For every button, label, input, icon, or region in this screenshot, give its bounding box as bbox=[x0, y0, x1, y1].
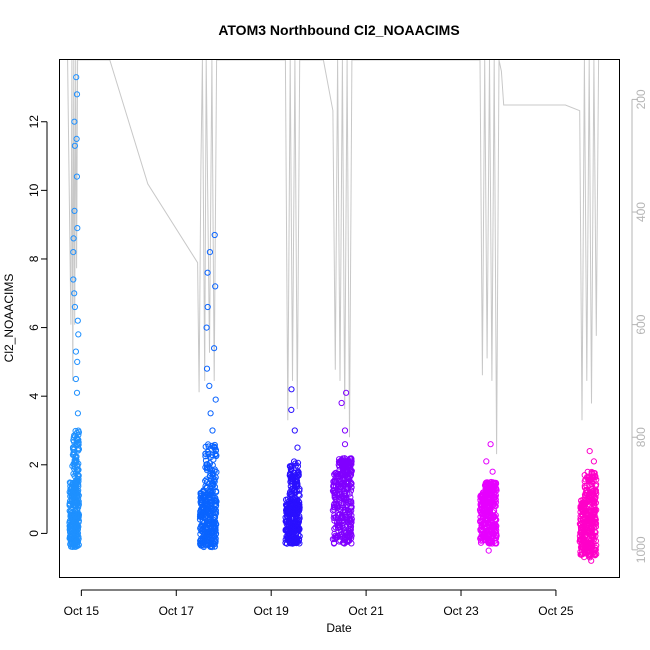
y-tick-label: 8 bbox=[27, 255, 41, 262]
y-axis-label: Cl2_NOAACIMS bbox=[2, 274, 16, 363]
y-tick-label: 6 bbox=[27, 324, 41, 331]
x-tick-label: Oct 23 bbox=[443, 604, 479, 618]
y-tick-label: 12 bbox=[27, 115, 41, 129]
data-point bbox=[484, 459, 489, 464]
series-5 bbox=[477, 442, 499, 554]
x-axis-label: Date bbox=[326, 621, 352, 635]
pressure-trace-line bbox=[60, 9, 599, 454]
data-point bbox=[587, 449, 592, 454]
data-point bbox=[289, 387, 294, 392]
right-tick-label: 200 bbox=[634, 89, 648, 109]
x-tick-label: Oct 15 bbox=[64, 604, 100, 618]
data-point bbox=[75, 318, 80, 323]
y-tick-label: 10 bbox=[27, 183, 41, 197]
chart-title: ATOM3 Northbound Cl2_NOAACIMS bbox=[218, 22, 459, 38]
x-tick-label: Oct 17 bbox=[159, 604, 195, 618]
data-point bbox=[339, 400, 344, 405]
right-tick-label: 800 bbox=[634, 427, 648, 447]
data-point bbox=[213, 397, 218, 402]
series-3 bbox=[283, 387, 302, 547]
data-point bbox=[74, 390, 79, 395]
series-6 bbox=[577, 449, 599, 564]
data-point bbox=[210, 428, 215, 433]
data-point bbox=[488, 442, 493, 447]
data-point bbox=[205, 270, 210, 275]
data-point bbox=[591, 459, 596, 464]
data-point bbox=[486, 548, 491, 553]
data-point bbox=[289, 407, 294, 412]
y-tick-label: 2 bbox=[27, 461, 41, 468]
data-point bbox=[490, 469, 495, 474]
data-point bbox=[342, 442, 347, 447]
right-tick-label: 400 bbox=[634, 202, 648, 222]
x-tick-label: Oct 25 bbox=[538, 604, 574, 618]
data-point bbox=[73, 349, 78, 354]
data-point bbox=[75, 359, 80, 364]
x-tick-label: Oct 21 bbox=[348, 604, 384, 618]
data-point bbox=[74, 136, 79, 141]
data-point bbox=[342, 428, 347, 433]
data-point bbox=[73, 376, 78, 381]
series-4 bbox=[330, 390, 354, 546]
pressure-trace-layer bbox=[60, 9, 599, 454]
right-tick-label: 1000 bbox=[634, 536, 648, 563]
data-point bbox=[292, 428, 297, 433]
data-point bbox=[207, 383, 212, 388]
y-tick-label: 0 bbox=[27, 530, 41, 537]
data-point bbox=[208, 411, 213, 416]
right-tick-label: 600 bbox=[634, 314, 648, 334]
data-point bbox=[295, 445, 300, 450]
chart: ATOM3 Northbound Cl2_NOAACIMS Date Cl2_N… bbox=[0, 0, 650, 650]
data-point bbox=[76, 332, 81, 337]
x-tick-label: Oct 19 bbox=[254, 604, 290, 618]
data-point bbox=[75, 411, 80, 416]
y-tick-label: 4 bbox=[27, 393, 41, 400]
